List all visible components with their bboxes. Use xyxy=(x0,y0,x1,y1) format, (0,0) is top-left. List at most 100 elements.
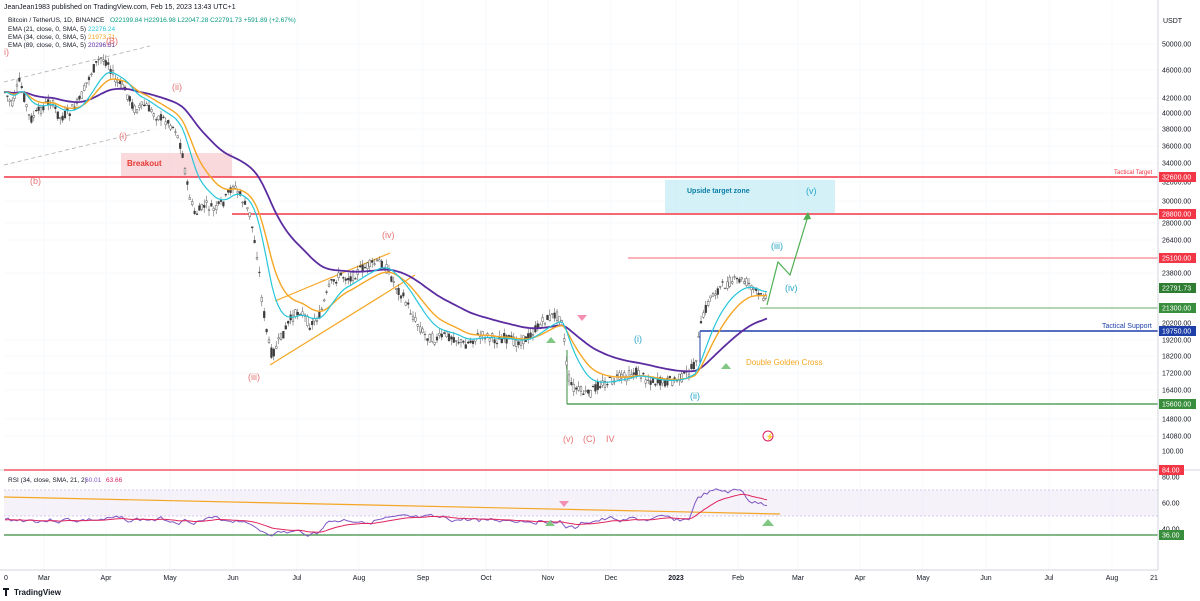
candle-body xyxy=(363,267,367,269)
candle-body xyxy=(159,114,163,121)
rsi-buy-marker-2 xyxy=(762,519,774,526)
time-tick: Sep xyxy=(417,575,430,582)
candle-body xyxy=(246,207,249,209)
candle-body xyxy=(563,338,566,342)
candle-body xyxy=(558,316,561,322)
candles xyxy=(3,54,767,399)
candle-body xyxy=(438,333,441,336)
candle-body xyxy=(649,380,652,385)
time-tick: 21 xyxy=(1150,575,1158,582)
candle-body xyxy=(546,315,549,320)
tactical-support-label: Tactical Support xyxy=(1102,323,1152,330)
candle-body xyxy=(421,328,424,333)
candle-body xyxy=(594,384,597,392)
candle-body xyxy=(236,190,239,194)
candle-body xyxy=(260,296,263,302)
lightning-glyph: ⚡ xyxy=(766,432,775,441)
price-axis[interactable]: 50000.00 46000.00 42000.00 40000.00 38000.00… xyxy=(1162,42,1191,441)
price-tick: 28000.00 xyxy=(1162,221,1191,228)
rsi-value-1: 60.01 xyxy=(85,477,102,484)
candle-body xyxy=(392,281,395,283)
candle-body xyxy=(599,386,602,388)
candle-body xyxy=(279,332,283,340)
rsi-tick: 80.00 xyxy=(1162,475,1180,482)
candle-body xyxy=(167,120,170,124)
candle-body xyxy=(407,302,410,305)
candle-body xyxy=(8,99,11,102)
ema34-label: EMA (34, close, 0, SMA, 5) xyxy=(8,34,86,41)
projection-arrowhead xyxy=(803,212,811,220)
candle-body xyxy=(570,382,573,385)
ema89-line xyxy=(4,87,768,373)
ema21-line xyxy=(4,71,768,383)
candle-body xyxy=(740,277,743,280)
price-tick: 23800.00 xyxy=(1162,271,1191,278)
candle-body xyxy=(399,295,403,299)
price-tick: 36000.00 xyxy=(1162,144,1191,151)
rsi-tick: 100.00 xyxy=(1162,449,1184,456)
candle-body xyxy=(198,205,201,211)
breakout-zone xyxy=(121,153,232,177)
time-tick: Aug xyxy=(1106,575,1119,582)
candle-body xyxy=(668,375,671,379)
sell-marker xyxy=(577,315,587,321)
lightning-icon[interactable] xyxy=(762,430,774,442)
candle-body xyxy=(380,260,383,269)
candle-body xyxy=(68,113,71,117)
candle-body xyxy=(726,281,729,289)
time-axis[interactable]: 0 Mar Apr May Jun Jul Aug Sep Oct Nov Dec 2023 Feb Ma… xyxy=(4,575,1158,582)
candle-body xyxy=(404,302,407,306)
candle-body xyxy=(183,168,187,175)
candle-body xyxy=(272,348,275,357)
candle-body xyxy=(375,258,379,262)
candle-body xyxy=(553,312,556,319)
candle-body xyxy=(140,101,143,106)
price-label-text: 21300.00 xyxy=(1162,306,1191,313)
candle-body xyxy=(42,105,45,111)
candle-body xyxy=(210,203,213,207)
wave-iii: (iii) xyxy=(248,372,260,382)
candle-body xyxy=(32,115,35,118)
wave-i: (i) xyxy=(119,131,127,141)
candle-body xyxy=(207,209,211,211)
candle-body xyxy=(263,311,266,318)
candle-body xyxy=(92,64,95,73)
wave-iv-new: (iv) xyxy=(785,283,798,293)
candle-body xyxy=(291,314,295,322)
candle-body xyxy=(515,340,518,347)
candle-body xyxy=(743,281,746,284)
wave-iii-new: (iii) xyxy=(771,241,783,251)
candle-body xyxy=(731,281,734,284)
candle-body xyxy=(709,295,712,299)
candle-body xyxy=(143,104,146,107)
ema21-value: 22276.24 xyxy=(88,26,115,33)
candle-body xyxy=(414,317,417,322)
time-tick: Feb xyxy=(732,575,744,582)
candle-body xyxy=(203,204,206,208)
candle-body xyxy=(596,382,599,390)
candle-body xyxy=(147,105,151,112)
candle-body xyxy=(428,333,431,343)
candle-body xyxy=(205,200,208,203)
candle-body xyxy=(119,80,122,85)
price-tick: 19200.00 xyxy=(1162,338,1191,345)
candle-body xyxy=(116,82,119,84)
candle-body xyxy=(179,142,182,149)
candle-body xyxy=(359,265,362,268)
candle-body xyxy=(323,299,326,302)
candle-body xyxy=(224,194,227,196)
candle-body xyxy=(714,293,717,296)
candle-body xyxy=(565,360,568,366)
symbol-title: Bitcoin / TetherUS, 1D, BINANCE xyxy=(8,17,105,24)
candle-body xyxy=(87,76,91,81)
candle-body xyxy=(464,344,467,349)
candle-body xyxy=(169,125,172,130)
candle-body xyxy=(390,276,393,282)
candle-body xyxy=(186,181,189,185)
candle-body xyxy=(195,213,199,215)
rsi-sell-marker xyxy=(559,501,569,507)
candle-body xyxy=(702,312,705,318)
candle-body xyxy=(471,340,475,344)
